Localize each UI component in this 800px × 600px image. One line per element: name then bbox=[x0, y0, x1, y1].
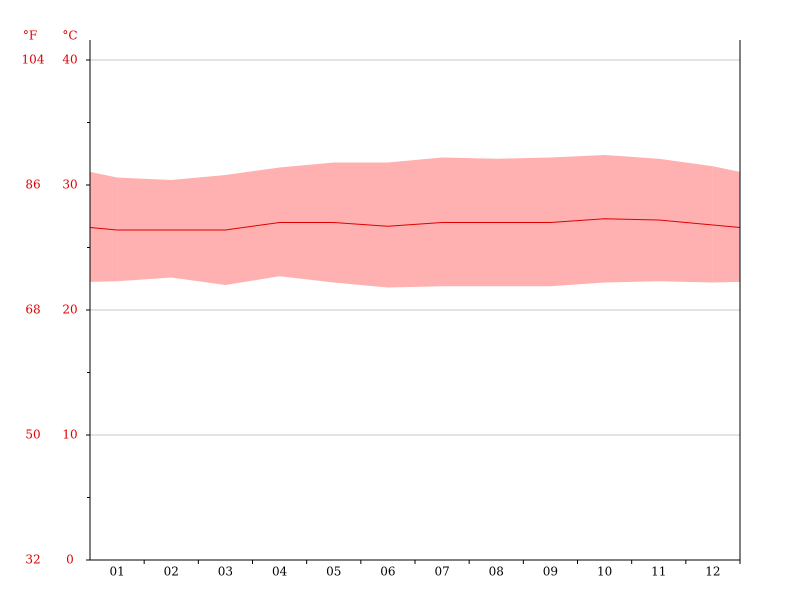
band-edge bbox=[712, 166, 740, 283]
y2-tick-label: 32 bbox=[25, 553, 40, 567]
band-edge bbox=[90, 171, 118, 282]
y-tick-label: 10 bbox=[62, 428, 77, 442]
x-tick-label: 07 bbox=[434, 565, 449, 579]
x-tick-label: 11 bbox=[651, 565, 666, 579]
x-tick-label: 09 bbox=[543, 565, 558, 579]
mean-line-edge bbox=[89, 227, 118, 231]
y-tick-label: 0 bbox=[66, 553, 74, 567]
x-tick-label: 05 bbox=[326, 565, 341, 579]
x-tick-label: 01 bbox=[109, 565, 124, 579]
y-axis-unit: °C bbox=[62, 29, 77, 43]
y-tick-label: 30 bbox=[62, 178, 77, 192]
mean-line-edge bbox=[712, 224, 741, 228]
y2-tick-label: 68 bbox=[25, 303, 40, 317]
temperature-range-band bbox=[117, 155, 713, 288]
y-tick-label: 40 bbox=[62, 53, 77, 67]
y2-tick-label: 104 bbox=[22, 53, 45, 67]
y-tick-label: 20 bbox=[62, 303, 77, 317]
x-tick-label: 12 bbox=[705, 565, 720, 579]
x-tick-label: 04 bbox=[272, 565, 288, 579]
x-tick-label: 02 bbox=[164, 565, 179, 579]
x-tick-label: 06 bbox=[380, 565, 395, 579]
y2-tick-label: 50 bbox=[25, 428, 40, 442]
mean-temperature-line bbox=[117, 218, 713, 231]
y2-axis-unit: °F bbox=[23, 29, 37, 43]
x-tick-label: 10 bbox=[597, 565, 612, 579]
x-tick-label: 08 bbox=[489, 565, 504, 579]
x-tick-label: 03 bbox=[218, 565, 233, 579]
y2-tick-label: 86 bbox=[25, 178, 40, 192]
